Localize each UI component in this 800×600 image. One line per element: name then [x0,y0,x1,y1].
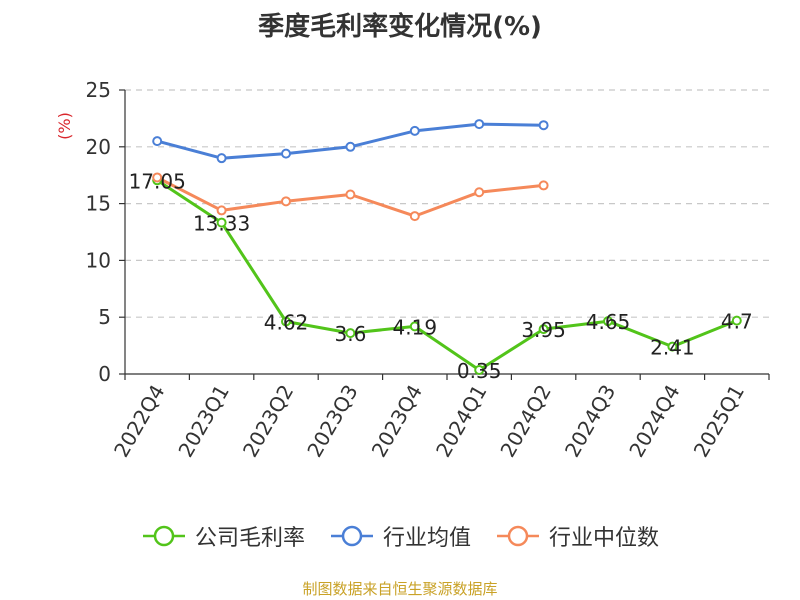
legend-item[interactable]: 行业均值 [329,520,471,552]
x-tick-label: 2024Q2 [495,381,555,462]
data-point [474,187,485,198]
data-point [409,211,420,222]
x-tick-label: 2025Q1 [689,381,749,462]
data-point [152,172,163,183]
legend-item[interactable]: 行业中位数 [495,520,659,552]
y-tick-label: 0 [98,362,111,386]
data-point [281,148,291,159]
data-point [538,180,549,191]
data-label: 4.65 [586,310,631,334]
data-point [409,321,420,332]
legend-marker-icon [142,525,185,547]
x-tick-label: 2023Q4 [367,381,427,462]
y-axis-label: (%) [55,112,74,140]
y-tick-label: 5 [98,305,111,329]
data-point [731,315,742,326]
data-point [667,341,678,352]
series-line [156,179,738,372]
data-point [345,141,356,152]
data-label: 17.05 [129,169,186,193]
data-label: 4.62 [264,311,309,335]
data-point [538,120,549,131]
y-tick-label: 15 [86,192,111,216]
data-point [474,365,485,376]
data-label: 0.35 [457,359,502,383]
data-label: 3.6 [334,322,366,346]
data-point [281,316,291,327]
chart-title: 季度毛利率变化情况(%) [258,12,542,42]
x-tick-label: 2023Q3 [302,381,362,462]
y-tick-label: 10 [86,248,111,272]
legend-label: 公司毛利率 [194,526,305,551]
legend: 公司毛利率 行业均值 行业中位数 [0,520,800,552]
data-point [345,189,356,200]
legend-item[interactable]: 公司毛利率 [141,520,305,552]
data-point [152,136,163,147]
y-tick-label: 25 [86,78,111,102]
x-tick-label: 2024Q1 [431,381,491,462]
legend-marker-icon [497,525,539,547]
legend-label: 行业中位数 [549,526,660,551]
legend-marker-icon [330,525,373,547]
x-tick-label: 2023Q2 [238,381,298,462]
x-tick-label: 2024Q3 [560,381,620,462]
legend-label: 行业均值 [382,526,471,551]
data-point [538,324,549,335]
source-note: 制图数据来自恒生聚源数据库 [302,580,498,598]
data-point [216,217,227,228]
data-point [409,125,420,136]
data-point [216,205,227,216]
data-point [281,196,291,207]
data-label: 3.95 [521,318,566,342]
data-label: 4.7 [721,310,753,334]
data-label: 4.19 [393,315,438,339]
data-point [603,316,613,327]
data-point [474,119,485,130]
data-label: 13.33 [193,212,250,236]
data-point [345,328,356,339]
y-tick-label: 20 [86,135,111,159]
x-tick-label: 2023Q1 [173,381,233,462]
x-tick-label: 2022Q4 [109,381,169,462]
data-point [216,153,227,164]
series-line [156,122,544,160]
data-label: 2.41 [650,336,695,360]
x-tick-label: 2024Q4 [624,381,684,462]
